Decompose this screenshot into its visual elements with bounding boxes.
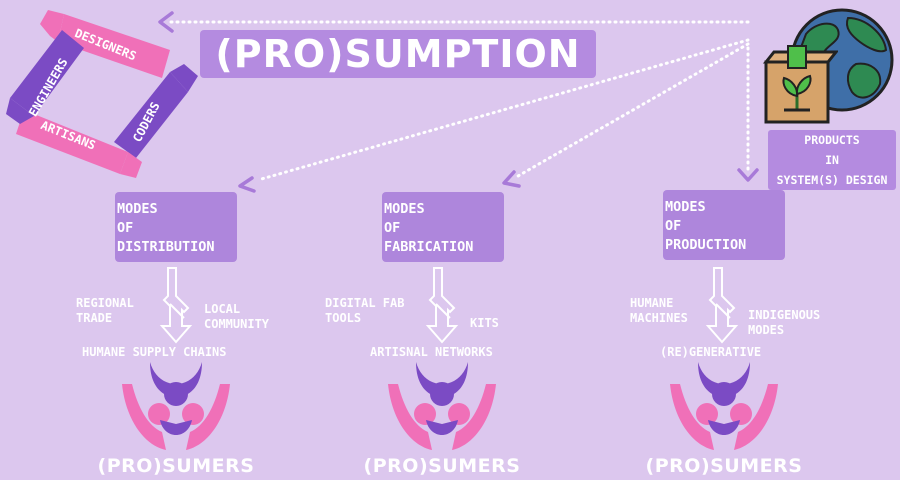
arrowhead-fabrication	[502, 170, 521, 188]
right-line2: COMMUNITY	[204, 317, 270, 331]
mode-box-fabrication: MODES OF FABRICATION	[382, 192, 504, 262]
distribution-right-label: LOCAL COMMUNITY	[204, 302, 269, 332]
four-hands-icon	[3, 10, 201, 178]
right-line1: KITS	[470, 316, 499, 330]
page-title: (PRO)SUMPTION	[200, 30, 596, 78]
right-line1: INDIGENOUS	[748, 308, 821, 322]
distribution-bottom-label: HUMANE SUPPLY CHAINS	[82, 345, 227, 359]
mode-line2: OF	[117, 220, 134, 236]
down-arrow-icon	[159, 267, 193, 344]
prosumer-figure-icon	[670, 362, 778, 450]
arrowhead-title	[158, 11, 174, 33]
right-line2: MODES	[748, 323, 785, 337]
mode-line2: OF	[665, 218, 682, 234]
left-line2: TRADE	[76, 311, 113, 325]
arrowhead-distribution	[238, 176, 256, 193]
left-line2: MACHINES	[630, 311, 688, 325]
prosumer-label-production: (PRO)SUMERS	[645, 455, 803, 477]
production-right-label: INDIGENOUS MODES	[748, 308, 820, 338]
mode-line3: PRODUCTION	[665, 237, 747, 253]
arrow-to-distribution-line	[256, 38, 750, 182]
prosumer-figure-icon	[122, 362, 230, 450]
arrowhead-production	[737, 168, 759, 182]
prosumer-figure-icon	[388, 362, 496, 450]
mode-line1: MODES	[117, 201, 158, 217]
mode-line2: OF	[384, 220, 401, 236]
fabrication-left-label: DIGITAL FAB TOOLS	[325, 296, 404, 326]
products-line3: SYSTEM(S) DESIGN	[776, 173, 888, 187]
mode-box-production: MODES OF PRODUCTION	[663, 190, 785, 260]
mode-line3: DISTRIBUTION	[117, 239, 215, 255]
mode-line1: MODES	[384, 201, 425, 217]
mode-line3: FABRICATION	[384, 239, 474, 255]
mode-box-distribution: MODES OF DISTRIBUTION	[115, 192, 237, 262]
products-line2: IN	[825, 153, 839, 167]
production-bottom-label: (RE)GENERATIVE	[660, 345, 762, 359]
product-box-icon	[762, 45, 838, 124]
prosumer-label-distribution: (PRO)SUMERS	[97, 455, 255, 477]
down-arrow-icon	[425, 267, 459, 344]
products-label: PRODUCTS IN SYSTEM(S) DESIGN	[768, 130, 896, 190]
right-line1: LOCAL	[204, 302, 241, 316]
mode-line1: MODES	[665, 199, 706, 215]
left-line1: HUMANE	[630, 296, 674, 310]
fabrication-bottom-label: ARTISNAL NETWORKS	[370, 345, 493, 359]
left-line1: REGIONAL	[76, 296, 134, 310]
products-line1: PRODUCTS	[800, 130, 864, 150]
fabrication-right-label: KITS	[470, 316, 499, 331]
distribution-left-label: REGIONAL TRADE	[76, 296, 134, 326]
down-arrow-icon	[705, 267, 739, 344]
arrow-to-fabrication-line	[516, 42, 750, 178]
production-left-label: HUMANE MACHINES	[630, 296, 688, 326]
prosumer-label-fabrication: (PRO)SUMERS	[363, 455, 521, 477]
left-line1: DIGITAL FAB	[325, 296, 405, 310]
left-line2: TOOLS	[325, 311, 362, 325]
